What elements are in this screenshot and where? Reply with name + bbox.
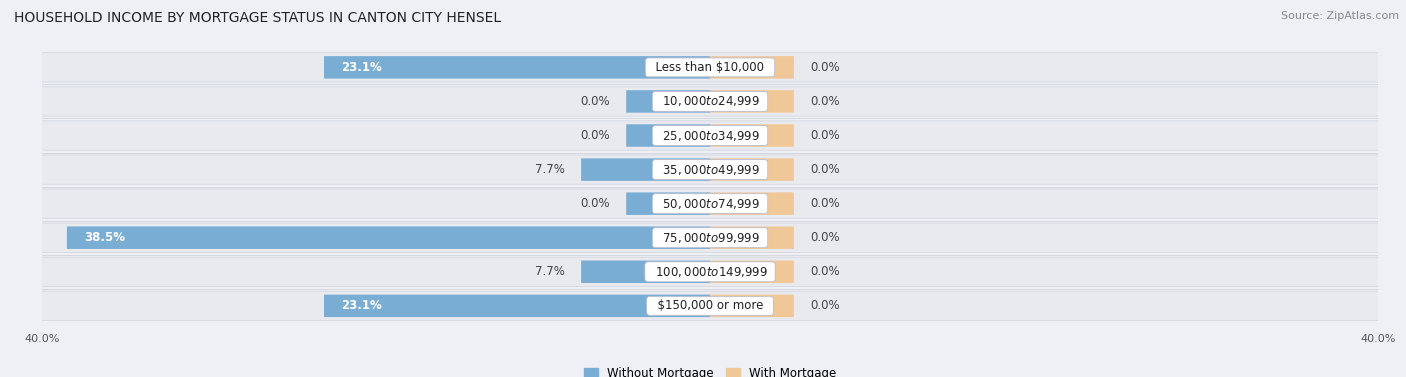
FancyBboxPatch shape: [710, 294, 794, 317]
FancyBboxPatch shape: [710, 227, 794, 249]
FancyBboxPatch shape: [42, 223, 1378, 252]
FancyBboxPatch shape: [710, 90, 794, 113]
Text: $50,000 to $74,999: $50,000 to $74,999: [655, 197, 765, 211]
Text: $100,000 to $149,999: $100,000 to $149,999: [648, 265, 772, 279]
Text: $25,000 to $34,999: $25,000 to $34,999: [655, 129, 765, 143]
FancyBboxPatch shape: [626, 192, 710, 215]
Text: 7.7%: 7.7%: [534, 265, 565, 278]
Text: Source: ZipAtlas.com: Source: ZipAtlas.com: [1281, 11, 1399, 21]
Text: $75,000 to $99,999: $75,000 to $99,999: [655, 231, 765, 245]
Text: 38.5%: 38.5%: [84, 231, 125, 244]
Text: HOUSEHOLD INCOME BY MORTGAGE STATUS IN CANTON CITY HENSEL: HOUSEHOLD INCOME BY MORTGAGE STATUS IN C…: [14, 11, 501, 25]
Text: 23.1%: 23.1%: [342, 299, 382, 313]
FancyBboxPatch shape: [323, 56, 710, 79]
FancyBboxPatch shape: [42, 189, 1378, 218]
Text: 23.1%: 23.1%: [342, 61, 382, 74]
FancyBboxPatch shape: [626, 90, 710, 113]
Text: 0.0%: 0.0%: [810, 61, 839, 74]
FancyBboxPatch shape: [626, 124, 710, 147]
FancyBboxPatch shape: [710, 124, 794, 147]
Text: 0.0%: 0.0%: [810, 231, 839, 244]
Text: 0.0%: 0.0%: [581, 129, 610, 142]
Text: Less than $10,000: Less than $10,000: [648, 61, 772, 74]
Text: 0.0%: 0.0%: [581, 197, 610, 210]
Text: 7.7%: 7.7%: [534, 163, 565, 176]
FancyBboxPatch shape: [42, 121, 1378, 150]
FancyBboxPatch shape: [710, 158, 794, 181]
FancyBboxPatch shape: [710, 192, 794, 215]
FancyBboxPatch shape: [42, 291, 1378, 320]
Text: 0.0%: 0.0%: [810, 95, 839, 108]
Text: 0.0%: 0.0%: [810, 163, 839, 176]
Text: $150,000 or more: $150,000 or more: [650, 299, 770, 313]
FancyBboxPatch shape: [42, 155, 1378, 184]
FancyBboxPatch shape: [581, 261, 710, 283]
FancyBboxPatch shape: [67, 227, 710, 249]
FancyBboxPatch shape: [323, 294, 710, 317]
FancyBboxPatch shape: [42, 53, 1378, 82]
FancyBboxPatch shape: [710, 56, 794, 79]
FancyBboxPatch shape: [42, 257, 1378, 287]
Legend: Without Mortgage, With Mortgage: Without Mortgage, With Mortgage: [579, 362, 841, 377]
Text: 0.0%: 0.0%: [810, 129, 839, 142]
Text: 0.0%: 0.0%: [581, 95, 610, 108]
Text: $35,000 to $49,999: $35,000 to $49,999: [655, 162, 765, 176]
FancyBboxPatch shape: [581, 158, 710, 181]
Text: $10,000 to $24,999: $10,000 to $24,999: [655, 95, 765, 109]
Text: 0.0%: 0.0%: [810, 197, 839, 210]
Text: 0.0%: 0.0%: [810, 265, 839, 278]
FancyBboxPatch shape: [42, 87, 1378, 116]
Text: 0.0%: 0.0%: [810, 299, 839, 313]
FancyBboxPatch shape: [710, 261, 794, 283]
